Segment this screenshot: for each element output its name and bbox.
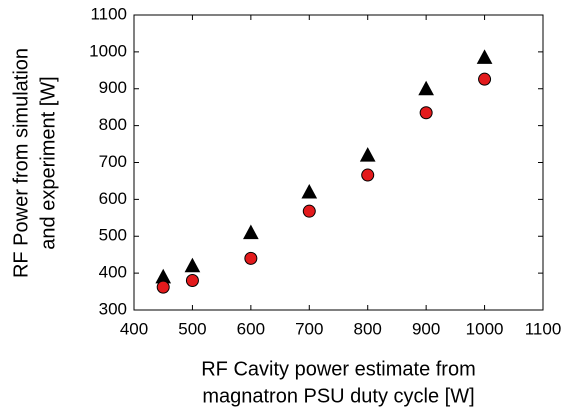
triangle-marker <box>184 257 201 273</box>
triangle-marker <box>476 49 493 64</box>
y-tick-label: 500 <box>99 226 127 245</box>
y-tick-label: 1100 <box>90 4 127 23</box>
x-axis-label: magnatron PSU duty cycle [W] <box>202 385 474 407</box>
circle-marker <box>156 280 170 294</box>
triangle-marker <box>418 80 434 96</box>
triangle-marker <box>301 183 318 199</box>
circle-marker <box>185 274 199 287</box>
x-axis-label: RF Cavity power estimate from <box>201 358 476 380</box>
circle-marker <box>361 168 375 182</box>
x-tick-label: 500 <box>178 319 206 338</box>
x-tick-label: 1000 <box>466 319 504 338</box>
circle-marker <box>419 106 433 120</box>
y-tick-label: 700 <box>99 152 127 171</box>
triangle-marker <box>359 147 376 162</box>
x-tick-label: 600 <box>237 319 265 338</box>
x-tick-label: 400 <box>120 319 148 338</box>
y-tick-label: 400 <box>99 263 127 282</box>
y-tick-label: 900 <box>99 78 127 97</box>
triangle-marker <box>243 224 259 240</box>
x-tick-label: 900 <box>412 319 440 338</box>
x-tick-label: 1100 <box>525 319 562 338</box>
y-tick-label: 300 <box>99 299 127 318</box>
circle-marker <box>244 251 258 265</box>
y-axis-label: RF Power from simulation <box>10 48 32 278</box>
y-tick-label: 800 <box>99 115 127 134</box>
circle-marker <box>302 204 316 218</box>
y-tick-label: 1000 <box>89 41 127 60</box>
x-tick-label: 800 <box>354 319 382 338</box>
y-axis-label: and experiment [W] <box>37 76 59 249</box>
x-tick-label: 700 <box>295 319 323 338</box>
circle-marker <box>478 72 492 86</box>
y-tick-label: 600 <box>99 189 127 208</box>
